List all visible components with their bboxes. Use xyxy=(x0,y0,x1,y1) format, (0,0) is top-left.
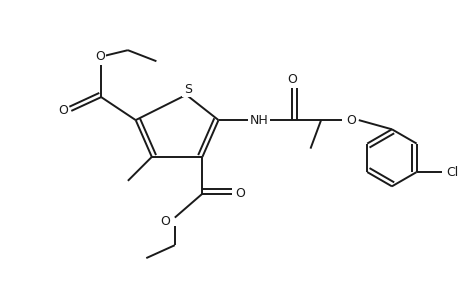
Text: O: O xyxy=(160,215,170,228)
Text: O: O xyxy=(346,114,356,127)
Text: NH: NH xyxy=(249,114,268,127)
Text: S: S xyxy=(183,83,191,96)
Text: O: O xyxy=(286,73,297,86)
Text: Cl: Cl xyxy=(445,166,457,178)
Text: O: O xyxy=(95,50,105,63)
Text: O: O xyxy=(235,187,245,200)
Text: O: O xyxy=(58,104,68,117)
